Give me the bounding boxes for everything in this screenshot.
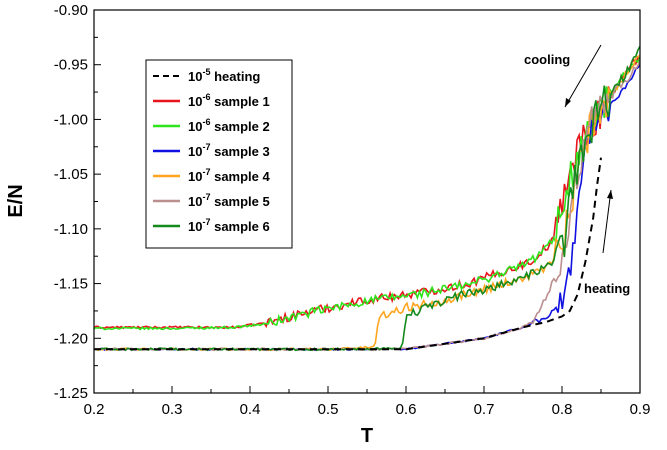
legend-label: 10-6 sample 1 [188, 92, 270, 109]
legend-label: 10-7 sample 5 [188, 192, 270, 209]
heating-arrowhead [607, 190, 613, 199]
cooling-arrowhead [565, 98, 571, 107]
cooling-label: cooling [524, 52, 570, 67]
cooling-arrow [564, 44, 602, 108]
y-tick-label: -1.20 [54, 330, 88, 347]
legend-box [145, 59, 293, 249]
legend-label: 10-5 heating [188, 67, 260, 84]
x-tick-label: 0.7 [474, 401, 495, 418]
x-tick-label: 0.9 [630, 401, 651, 418]
legend-label: 10-7 sample 6 [188, 217, 270, 234]
x-tick-label: 0.8 [552, 401, 573, 418]
legend: 10-5 heating 10-6 sample 1 10-6 sample 2 10… [145, 59, 293, 249]
y-axis-label: E/N [5, 184, 27, 217]
x-tick-label: 0.6 [396, 401, 417, 418]
heating-label: heating [584, 281, 630, 296]
legend-label: 10-6 sample 2 [188, 117, 270, 134]
x-tick-label: 0.2 [84, 401, 105, 418]
y-tick-label: -1.00 [54, 111, 88, 128]
x-tick-label: 0.4 [240, 401, 261, 418]
x-axis-label: T [361, 425, 373, 447]
series-line [94, 157, 602, 351]
y-tick-label: -1.25 [54, 385, 88, 402]
y-tick-label: -1.10 [54, 221, 88, 238]
y-tick-label: -1.05 [54, 166, 88, 183]
x-tick-label: 0.5 [318, 401, 339, 418]
y-tick-label: -0.95 [54, 57, 88, 74]
series-layer [93, 45, 641, 352]
legend-label: 10-7 sample 3 [188, 142, 270, 159]
series-line [93, 56, 641, 331]
y-tick-label: -0.90 [54, 2, 88, 19]
heating-arrow [602, 189, 612, 254]
cooling-annotation: cooling [524, 44, 602, 108]
y-tick-label: -1.15 [54, 276, 88, 293]
legend-label: 10-7 sample 4 [188, 167, 271, 184]
x-tick-label: 0.3 [162, 401, 183, 418]
heating-annotation: heating [584, 189, 630, 296]
ticks-layer: 0.2 0.3 0.4 0.5 0.6 0.7 0.8 0.9 -0.90 -0.95 -1.00 -… [54, 2, 651, 418]
